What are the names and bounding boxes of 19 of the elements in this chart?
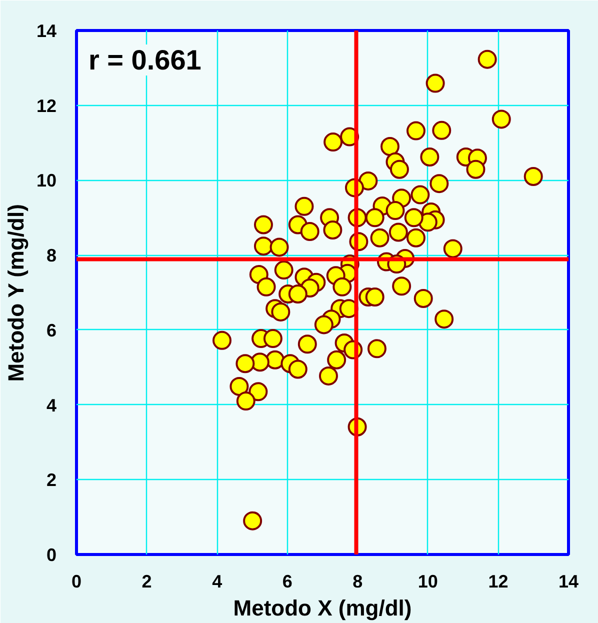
x-tick-label: 2: [142, 572, 152, 592]
x-tick-label: 0: [71, 572, 82, 592]
y-tick-label: 2: [46, 470, 57, 490]
annotation: r = 0.661: [88, 44, 202, 76]
y-tick-label: 14: [36, 21, 57, 41]
x-tick-label: 8: [352, 572, 363, 592]
y-tick-label: 10: [36, 170, 57, 191]
y-tick-label: 0: [46, 545, 57, 565]
x-tick-label: 14: [558, 572, 579, 592]
x-tick-label: 6: [282, 572, 292, 592]
x-tick-label: 4: [212, 572, 222, 592]
y-tick-label: 8: [46, 246, 57, 266]
y-tick-label: 6: [46, 320, 57, 340]
y-axis-title: Metodo Y (mg/dl): [3, 204, 28, 382]
y-tick-label: 4: [46, 395, 57, 416]
x-tick-label: 10: [418, 572, 438, 592]
x-tick-label: 12: [488, 572, 508, 592]
x-axis-title: Metodo X (mg/dl): [233, 596, 412, 620]
y-tick-label: 12: [36, 96, 57, 116]
